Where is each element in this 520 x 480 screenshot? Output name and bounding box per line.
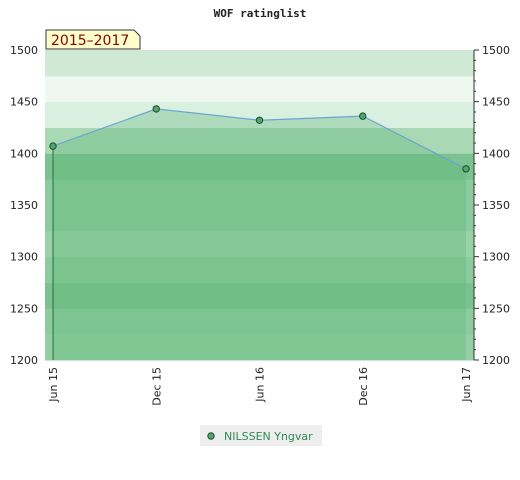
background-band <box>45 127 474 154</box>
y-tick-label: 1200 <box>10 354 38 367</box>
x-tick-label: Jun 17 <box>460 367 473 403</box>
background-band <box>45 50 474 77</box>
legend-marker <box>207 432 215 440</box>
data-point <box>359 112 367 120</box>
y-tick-label: 1350 <box>10 199 38 212</box>
data-point <box>152 105 160 113</box>
x-tick-label: Dec 15 <box>150 367 163 406</box>
data-point <box>462 165 470 173</box>
background-band <box>45 256 474 283</box>
y-tick-label: 1300 <box>482 251 510 264</box>
x-tick-label: Jun 15 <box>47 367 60 403</box>
y-tick-label: 1400 <box>482 147 510 160</box>
y-tick-label: 1500 <box>482 44 510 57</box>
y-tick-label: 1300 <box>10 251 38 264</box>
background-band <box>45 230 474 258</box>
plot-area <box>49 105 470 361</box>
period-badge-shape <box>45 29 141 50</box>
x-axis: Jun 15 Dec 15 Jun 16 Dec 16 Jun 17 <box>47 367 473 406</box>
chart-title: WOF ratinglist <box>214 7 307 20</box>
y-tick-label: 1450 <box>10 96 38 109</box>
y-tick-label: 1200 <box>482 354 510 367</box>
background-band <box>45 153 474 180</box>
background-band <box>45 205 474 232</box>
y-tick-label: 1250 <box>10 302 38 315</box>
background-band <box>45 282 474 309</box>
y-tick-label: 1500 <box>10 44 38 57</box>
data-point <box>255 116 264 124</box>
background-band <box>45 75 474 103</box>
x-tick-label: Dec 16 <box>357 367 370 406</box>
period-badge-label: 2015–2017 <box>51 33 129 49</box>
y-tick-label: 1350 <box>482 199 510 212</box>
y-tick-label: 1450 <box>482 96 510 109</box>
y-tick-label: 1400 <box>10 147 38 160</box>
legend: NILSSEN Yngvar <box>200 425 322 446</box>
data-point <box>49 142 57 150</box>
series-area <box>53 108 466 361</box>
period-badge: 2015–2017 <box>45 29 141 50</box>
y-axis-left: 1200 1250 1300 1350 1400 1450 1500 <box>10 44 38 367</box>
x-tick-label: Jun 16 <box>254 367 267 403</box>
background-band <box>45 308 474 335</box>
y-tick-label: 1250 <box>482 302 510 315</box>
y-axis-right: 1200 1250 1300 1350 1400 1450 1500 <box>473 44 510 367</box>
legend-box <box>200 425 322 446</box>
background-band <box>45 179 474 206</box>
background-band <box>45 334 474 361</box>
legend-label: NILSSEN Yngvar <box>224 430 313 443</box>
